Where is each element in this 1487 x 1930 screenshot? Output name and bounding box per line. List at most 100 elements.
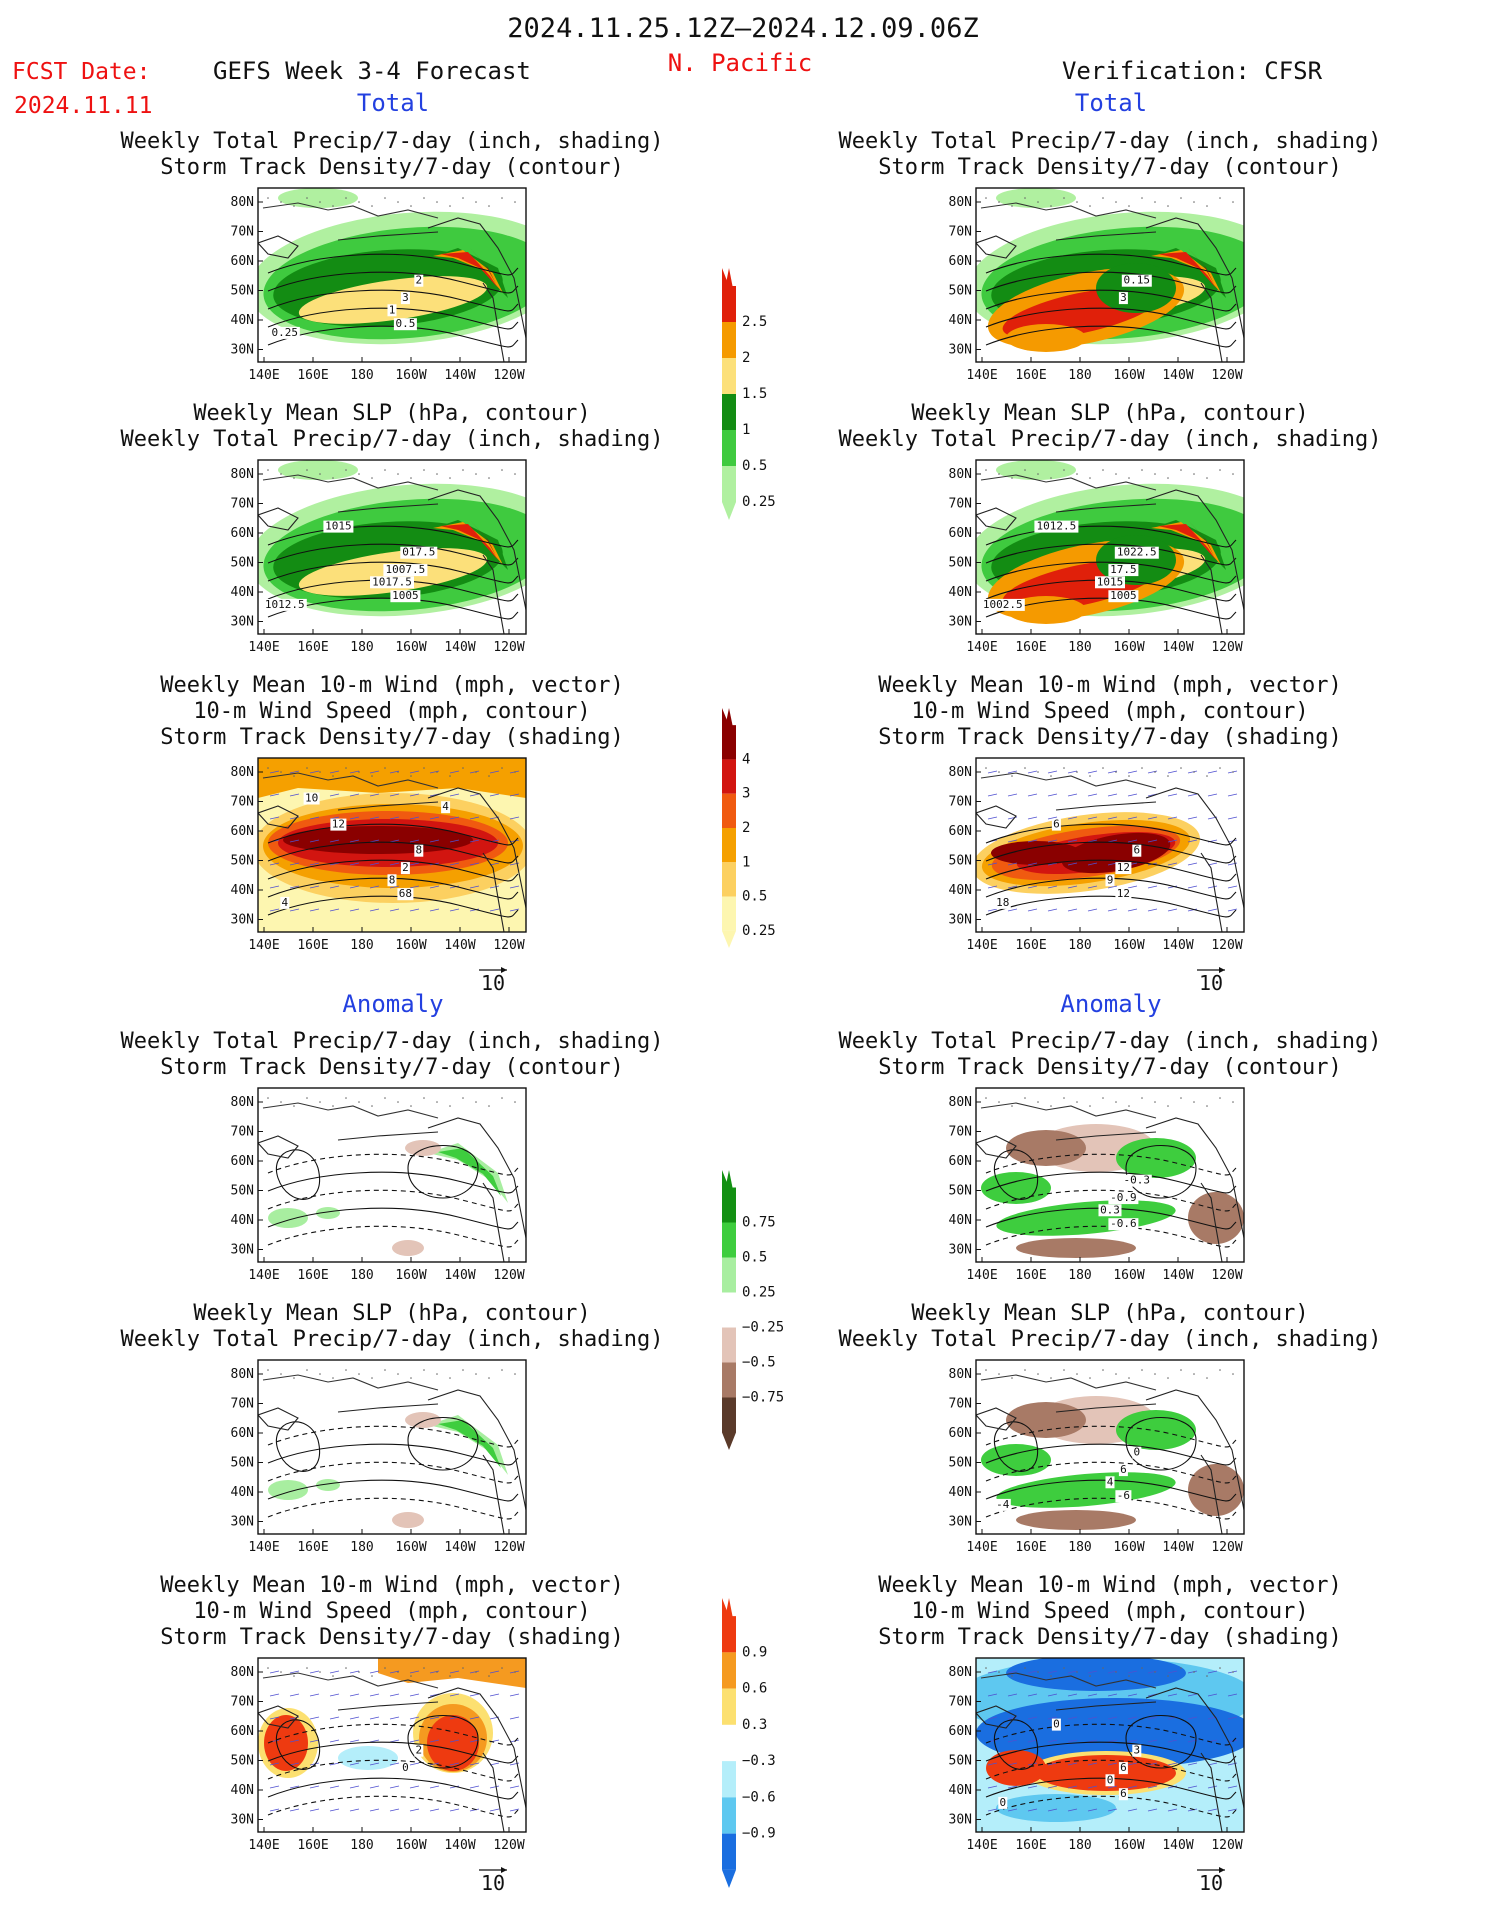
- wind-vector: [1147, 1762, 1158, 1766]
- lat-tick-label: 80N: [231, 1665, 254, 1680]
- map-panel-p10: Weekly Mean SLP (hPa, contour)Weekly Tot…: [838, 1301, 1381, 1555]
- wind-vector: [1127, 1762, 1138, 1766]
- wind-vector: [469, 885, 480, 889]
- map-dot: [397, 473, 399, 475]
- contour-label-bg: [994, 896, 1011, 909]
- contour-line: [1055, 1131, 1157, 1141]
- map-area: 60 4-6 -4: [976, 1360, 1244, 1534]
- wind-vector: [409, 1716, 420, 1720]
- lat-tick-label: 80N: [949, 195, 972, 210]
- lat-tick-label: 40N: [231, 585, 254, 600]
- wind-vector: [1087, 1739, 1098, 1743]
- map-dot: [998, 1101, 1000, 1103]
- contour-line: [267, 253, 519, 276]
- wind-vector: [389, 885, 400, 889]
- contour-label-bg: [393, 318, 417, 331]
- map-dot: [1037, 201, 1039, 203]
- wind-vector: [349, 885, 360, 889]
- map-dot: [267, 1097, 269, 1099]
- map-dot: [501, 1369, 503, 1371]
- contour-line: [985, 597, 1237, 620]
- shading-region: [378, 1658, 526, 1688]
- date-range-title: 2024.11.25.12Z–2024.12.09.06Z: [507, 13, 978, 44]
- panel-title-line: Storm Track Density/7-day (shading): [878, 725, 1342, 750]
- wind-vector: [1127, 1785, 1138, 1789]
- wind-vector: [509, 1808, 520, 1812]
- wind-vector: [289, 1762, 300, 1766]
- wind-vector: [1047, 1716, 1058, 1720]
- lat-tick-label: 80N: [231, 467, 254, 482]
- contour-line: [1145, 217, 1244, 339]
- lon-tick-label: 160W: [1113, 938, 1144, 953]
- contour-line: [985, 289, 1237, 312]
- contour-label-bg: [1132, 1446, 1142, 1459]
- contour-line: [407, 1714, 479, 1769]
- colorbar-segment: [722, 793, 736, 828]
- lat-tick-label: 70N: [231, 1397, 254, 1412]
- wind-vector: [429, 908, 440, 912]
- map-dot: [501, 469, 503, 471]
- map-dot: [449, 775, 451, 777]
- wind-vector: [369, 1716, 380, 1720]
- wind-vector: [1087, 862, 1098, 866]
- lon-tick-label: 160E: [1015, 1268, 1046, 1283]
- map-frame: [257, 1657, 527, 1833]
- contour-line: [482, 282, 505, 362]
- map-dot: [423, 1369, 425, 1371]
- wind-vector: [429, 1762, 440, 1766]
- contour-label: 3: [1133, 1744, 1140, 1757]
- colorbar-label: 0.5: [742, 1250, 767, 1266]
- wind-vector: [409, 885, 420, 889]
- wind-vector: [369, 1808, 380, 1812]
- map-dot: [358, 771, 360, 773]
- colorbar-segment: [722, 322, 736, 358]
- contour-line: [1055, 503, 1157, 513]
- colorbar-segment: [722, 1761, 736, 1798]
- map-dot: [998, 1671, 1000, 1673]
- map-dot: [998, 1373, 1000, 1375]
- wind-vector: [987, 862, 998, 866]
- wind-vector: [349, 1808, 360, 1812]
- wind-vector: [349, 793, 360, 797]
- wind-vector: [269, 816, 280, 820]
- wind-vector: [1207, 1762, 1218, 1766]
- lat-tick-label: 60N: [949, 824, 972, 839]
- reference-vector-label: 10: [1199, 971, 1223, 995]
- wind-vector: [329, 1762, 340, 1766]
- wind-vector: [269, 1762, 280, 1766]
- map-dot: [397, 771, 399, 773]
- wind-vector: [329, 885, 340, 889]
- wind-vector: [429, 839, 440, 843]
- wind-vector: [329, 1716, 340, 1720]
- contour-line: [267, 1777, 519, 1800]
- lon-tick-label: 140W: [1162, 640, 1193, 655]
- map-dot: [1232, 201, 1234, 203]
- wind-vector: [1007, 1785, 1018, 1789]
- lon-tick-label: 140W: [444, 1540, 475, 1555]
- contour-line: [985, 543, 1237, 566]
- wind-vector: [369, 793, 380, 797]
- colorbar-segment: [722, 725, 736, 760]
- total-label-left: Total: [357, 89, 429, 117]
- map-dot: [1115, 771, 1117, 773]
- contour-line: [985, 1479, 1237, 1502]
- lat-tick-label: 50N: [949, 854, 972, 869]
- map-dot: [1050, 205, 1052, 207]
- map-dot: [267, 767, 269, 769]
- wind-vector: [429, 1739, 440, 1743]
- contour-label-bg: [414, 1744, 424, 1757]
- wind-vector: [1007, 1808, 1018, 1812]
- lon-tick-label: 120W: [493, 368, 524, 383]
- wind-vector: [449, 793, 460, 797]
- lon-tick-label: 160E: [297, 938, 328, 953]
- contour-label-bg: [1051, 818, 1061, 831]
- contour-label: 0.15: [1124, 274, 1151, 287]
- shading-region: [1006, 1658, 1186, 1691]
- wind-vector: [389, 839, 400, 843]
- contour-line: [985, 823, 1237, 846]
- lon-tick-label: 160W: [395, 1838, 426, 1853]
- contour-label-bg: [280, 896, 290, 909]
- wind-vector: [1007, 1762, 1018, 1766]
- contour-label: 4: [1107, 1475, 1114, 1488]
